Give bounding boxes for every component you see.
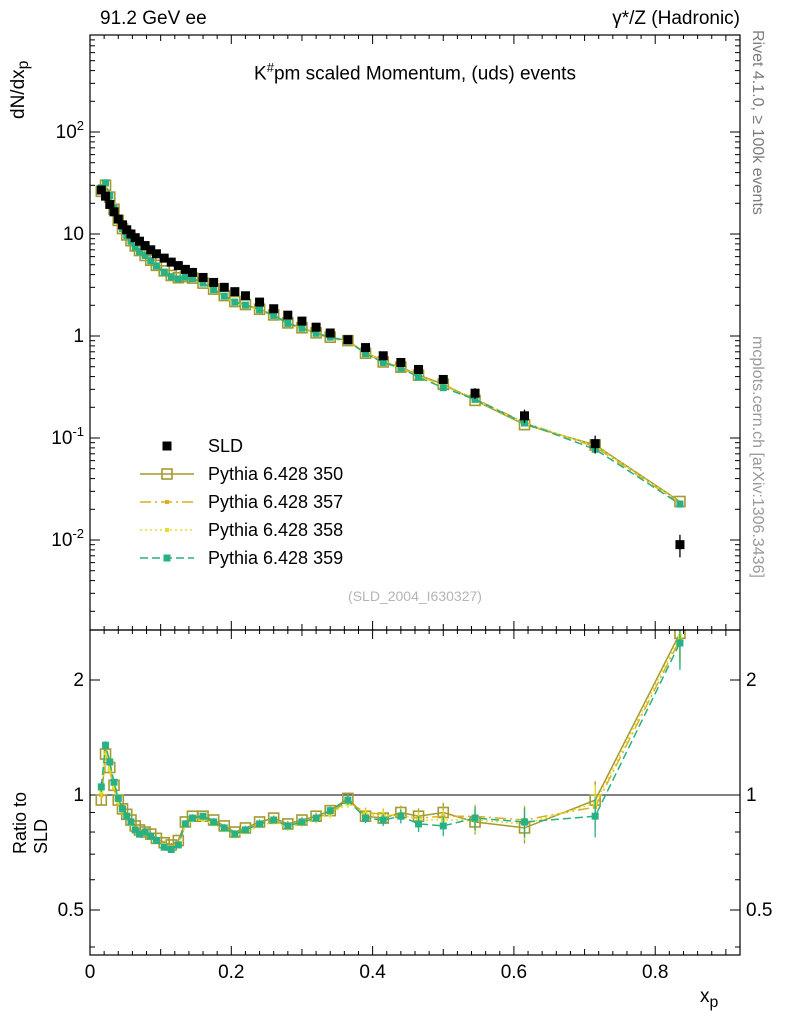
svg-text:1: 1 — [746, 785, 757, 806]
ratio-panel-frame — [89, 629, 741, 956]
ratio-panel-series — [95, 630, 686, 853]
axis-tick-labels: 0 0.2 0.4 0.6 0.8 102 10 1 10-1 10-2 2 2 1 1 0.5 0.5 — [51, 118, 772, 983]
axis-ticks — [89, 35, 741, 955]
svg-text:1: 1 — [73, 326, 84, 347]
svg-text:102: 102 — [56, 118, 84, 143]
reference-data-points — [96, 185, 685, 558]
svg-text:1: 1 — [73, 785, 84, 806]
main-panel-frame — [89, 34, 741, 631]
svg-text:0.4: 0.4 — [359, 962, 386, 983]
series-line — [100, 181, 681, 505]
ratio-series-line — [100, 639, 681, 849]
svg-text:10-1: 10-1 — [51, 424, 84, 449]
svg-text:2: 2 — [746, 670, 757, 691]
main-panel-series — [95, 179, 686, 508]
svg-text:2: 2 — [73, 670, 84, 691]
svg-text:10: 10 — [63, 224, 84, 245]
svg-text:0.2: 0.2 — [218, 962, 244, 983]
svg-text:0: 0 — [85, 962, 96, 983]
series-line — [100, 183, 681, 503]
svg-text:0.5: 0.5 — [58, 900, 84, 921]
series-line — [100, 184, 681, 503]
svg-text:0.5: 0.5 — [746, 900, 772, 921]
svg-text:10-2: 10-2 — [51, 526, 84, 551]
series-line — [100, 182, 681, 504]
svg-text:0.8: 0.8 — [642, 962, 668, 983]
svg-text:0.6: 0.6 — [501, 962, 527, 983]
